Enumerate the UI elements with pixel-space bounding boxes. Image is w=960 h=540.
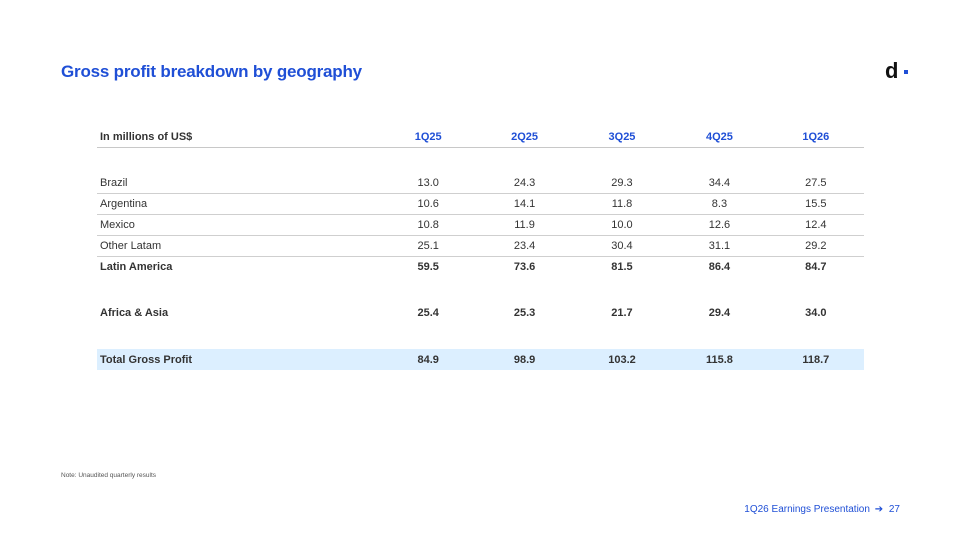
table-cell: 29.2 xyxy=(767,235,864,257)
table-cell: 29.4 xyxy=(708,307,731,319)
row-label: Argentina xyxy=(97,193,380,215)
table-cell: 103.2 xyxy=(572,349,672,370)
row-label: Mexico xyxy=(97,214,380,236)
table-cell: 31.1 xyxy=(671,235,768,257)
table-cell: 24.3 xyxy=(476,173,573,194)
footer-presentation-title: 1Q26 Earnings Presentation xyxy=(744,504,870,515)
table-cell: 10.0 xyxy=(572,214,672,236)
table-cell: 115.8 xyxy=(671,349,768,370)
table-cell: 10.8 xyxy=(380,214,477,236)
table-row-other-latam: Other Latam 25.1 23.4 30.4 31.1 29.2 xyxy=(97,235,864,257)
column-header: 4Q25 xyxy=(671,126,768,148)
column-header: 2Q25 xyxy=(476,126,573,148)
header-units-label: In millions of US$ xyxy=(97,126,380,148)
table-row-total-gross-profit: Total Gross Profit 84.9 98.9 103.2 115.8… xyxy=(97,349,864,370)
table-cell: 59.5 xyxy=(417,261,439,273)
table-cell: 8.3 xyxy=(671,193,768,215)
arrow-right-icon: ➔ xyxy=(874,504,884,515)
footnote: Note: Unaudited quarterly results xyxy=(61,472,157,479)
table-cell: 23.4 xyxy=(476,235,573,257)
table-cell: 15.5 xyxy=(767,193,864,215)
table-cell: 25.4 xyxy=(417,307,439,319)
table-cell: 13.0 xyxy=(380,173,477,194)
table-cell: 98.9 xyxy=(476,349,573,370)
table-cell: 25.3 xyxy=(513,307,536,319)
row-label: Other Latam xyxy=(97,235,380,257)
row-label: Total Gross Profit xyxy=(97,349,380,370)
logo-letter: d xyxy=(885,58,898,82)
table-cell: 12.4 xyxy=(767,214,864,236)
table-cell: 25.1 xyxy=(380,235,477,257)
table-cell: 21.7 xyxy=(611,307,633,319)
table-cell: 10.6 xyxy=(380,193,477,215)
table-cell: 118.7 xyxy=(767,349,864,370)
table-row-brazil: Brazil 13.0 24.3 29.3 34.4 27.5 xyxy=(97,173,864,194)
page-title: Gross profit breakdown by geography xyxy=(61,62,362,81)
column-header: 1Q25 xyxy=(380,126,477,148)
table-row-latin-america: Latin America 59.5 73.6 81.5 86.4 84.7 xyxy=(97,257,864,278)
row-label: Brazil xyxy=(97,173,380,194)
table-cell: 11.8 xyxy=(572,193,672,215)
gross-profit-table: In millions of US$ 1Q25 2Q25 3Q25 4Q25 1… xyxy=(97,126,864,370)
table-cell: 84.7 xyxy=(805,261,827,273)
table-cell: 73.6 xyxy=(513,261,536,273)
table-cell: 84.9 xyxy=(380,349,477,370)
footer: 1Q26 Earnings Presentation ➔ 27 xyxy=(744,504,900,515)
table-cell: 29.3 xyxy=(572,173,672,194)
page-number: 27 xyxy=(888,504,900,515)
table-cell: 30.4 xyxy=(572,235,672,257)
table-cell: 86.4 xyxy=(708,261,731,273)
table-cell: 34.4 xyxy=(671,173,768,194)
column-header: 1Q26 xyxy=(767,126,864,148)
table-row-argentina: Argentina 10.6 14.1 11.8 8.3 15.5 xyxy=(97,193,864,215)
table-row-africa-asia: Africa & Asia 25.4 25.3 21.7 29.4 34.0 xyxy=(97,303,864,323)
table-row-mexico: Mexico 10.8 11.9 10.0 12.6 12.4 xyxy=(97,214,864,236)
row-label: Latin America xyxy=(100,261,173,273)
table-header-row: In millions of US$ 1Q25 2Q25 3Q25 4Q25 1… xyxy=(97,126,864,148)
row-label: Africa & Asia xyxy=(100,307,169,319)
logo-dot xyxy=(904,70,908,74)
table-cell: 34.0 xyxy=(805,307,827,319)
dlocal-logo-icon: d xyxy=(885,58,908,82)
table-cell: 12.6 xyxy=(671,214,768,236)
table-cell: 81.5 xyxy=(611,261,633,273)
table-cell: 11.9 xyxy=(476,214,573,236)
table-cell: 27.5 xyxy=(767,173,864,194)
column-header: 3Q25 xyxy=(572,126,672,148)
table-cell: 14.1 xyxy=(476,193,573,215)
